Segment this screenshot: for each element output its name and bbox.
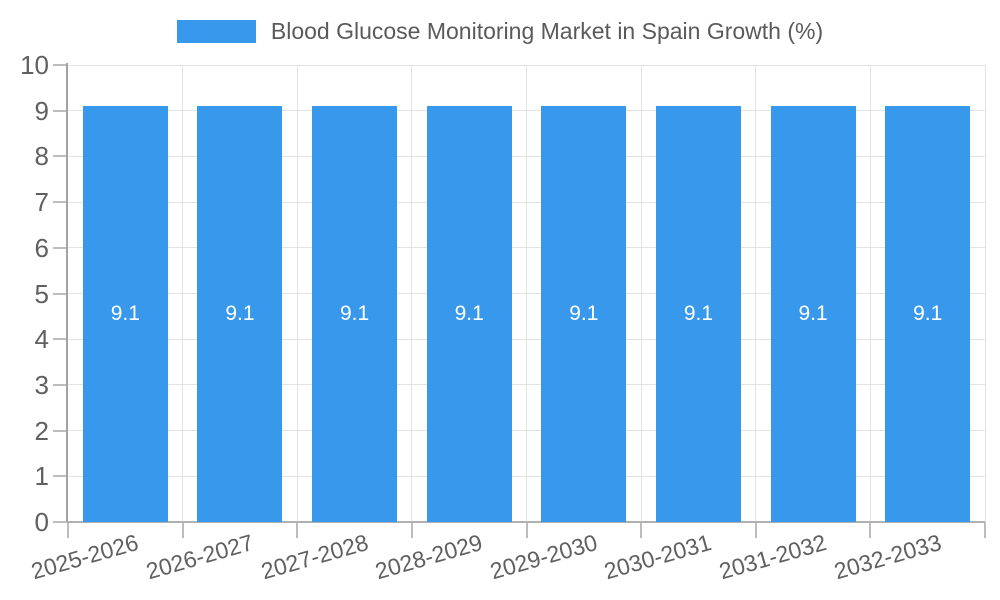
bar-value-label: 9.1 (683, 302, 714, 326)
y-axis-tick-label: 4 (34, 324, 49, 355)
y-axis-tick-label: 10 (20, 50, 49, 80)
x-axis-tick (296, 522, 299, 538)
y-axis-tick (53, 475, 68, 478)
y-axis-tick (53, 155, 68, 158)
legend[interactable]: Blood Glucose Monitoring Market in Spain… (0, 18, 1000, 45)
y-axis-tick (53, 292, 68, 295)
gridline-vertical (984, 65, 986, 522)
bar[interactable]: 9.1 (541, 106, 627, 522)
x-axis-category-label: 2028-2029 (372, 529, 486, 585)
y-axis-tick (53, 338, 68, 341)
x-axis-tick (181, 522, 184, 538)
y-axis-tick-label: 6 (34, 232, 49, 263)
bar-value-label: 9.1 (110, 302, 140, 326)
x-axis-category-label: 2031-2032 (716, 529, 830, 585)
y-axis-tick-label: 9 (34, 95, 49, 126)
y-axis-tick-label: 5 (34, 278, 49, 309)
y-axis-tick (53, 383, 68, 386)
y-axis-tick-label: 3 (34, 369, 49, 400)
bar[interactable]: 9.1 (655, 106, 741, 522)
y-axis-tick (53, 64, 68, 66)
bar-value-label: 9.1 (913, 302, 943, 326)
y-axis-tick-label: 7 (34, 187, 49, 218)
y-axis-tick (53, 246, 68, 249)
gridline-vertical (296, 65, 298, 522)
y-axis-line (66, 63, 68, 522)
gridline-vertical (526, 65, 527, 522)
bar-value-label: 9.1 (225, 302, 255, 326)
y-axis-tick-label: 8 (34, 141, 49, 172)
x-axis-tick (410, 522, 413, 538)
bar[interactable]: 9.1 (426, 106, 512, 522)
bar[interactable]: 9.1 (82, 106, 168, 522)
x-axis-line (68, 521, 985, 523)
x-axis-tick (754, 522, 757, 538)
bar[interactable]: 9.1 (770, 106, 856, 522)
bar[interactable]: 9.1 (885, 106, 971, 522)
y-axis-tick (53, 109, 68, 112)
bar-value-label: 9.1 (339, 302, 370, 326)
gridline-vertical (182, 65, 184, 522)
bar-value-label: 9.1 (569, 302, 599, 326)
x-axis-category-label: 2025-2026 (28, 529, 142, 585)
y-axis-tick (53, 521, 68, 523)
y-axis-tick-label: 0 (34, 507, 49, 537)
x-axis-tick (984, 522, 986, 538)
x-axis-category-label: 2026-2027 (143, 529, 257, 585)
y-axis-tick-label: 2 (34, 415, 49, 446)
bar[interactable]: 9.1 (312, 106, 398, 522)
y-axis-tick (53, 429, 68, 432)
x-axis-tick (67, 522, 69, 538)
x-axis-tick (640, 522, 643, 538)
gridline-vertical (411, 65, 413, 522)
gridline-vertical (640, 65, 642, 522)
y-axis-tick (53, 201, 68, 204)
x-axis-category-label: 2032-2033 (830, 529, 944, 585)
x-axis-tick (869, 522, 872, 538)
x-axis-category-label: 2030-2031 (601, 529, 715, 585)
x-axis-tick (525, 522, 528, 538)
x-axis-category-label: 2029-2030 (487, 529, 600, 585)
y-axis-tick-label: 1 (34, 461, 49, 492)
gridline-vertical (869, 65, 871, 522)
bar-value-label: 9.1 (798, 302, 828, 326)
chart-title: Blood Glucose Monitoring Market in Spain… (270, 18, 824, 44)
gridline-vertical (755, 65, 757, 522)
bar[interactable]: 9.1 (197, 106, 283, 522)
x-axis-category-label: 2027-2028 (257, 529, 371, 585)
bar-value-label: 9.1 (454, 302, 484, 326)
legend-swatch[interactable] (176, 20, 256, 43)
